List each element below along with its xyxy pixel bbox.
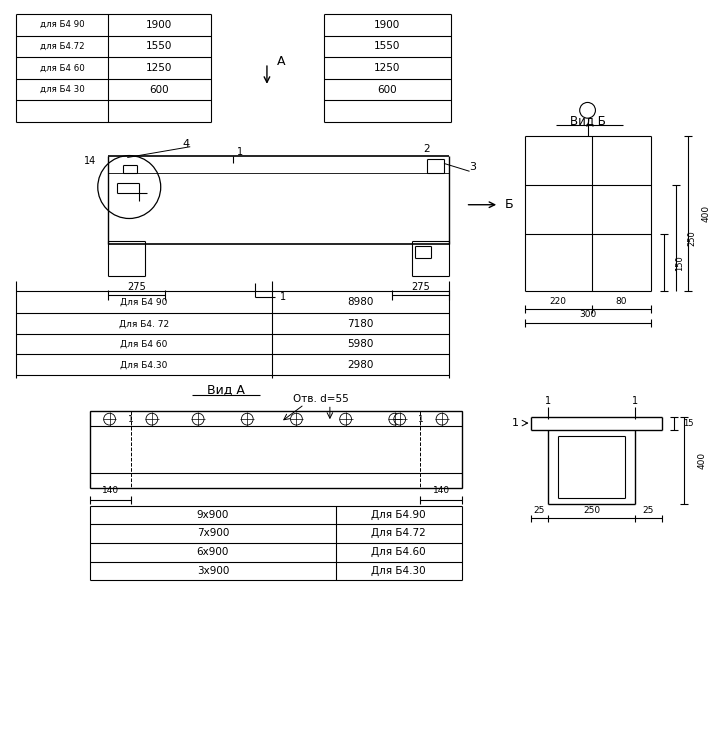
Text: Для Б4.90: Для Б4.90	[372, 509, 426, 520]
Text: 275: 275	[411, 282, 430, 293]
Text: Вид A: Вид A	[207, 383, 244, 396]
Text: Для Б4 60: Для Б4 60	[120, 340, 168, 349]
Text: 3: 3	[469, 162, 476, 172]
Text: 25: 25	[534, 506, 545, 515]
Text: 80: 80	[615, 297, 627, 306]
Text: 1250: 1250	[146, 63, 173, 73]
Text: 2: 2	[423, 143, 430, 154]
Text: Для Б4 90: Для Б4 90	[120, 298, 168, 306]
Text: Для Б4.30: Для Б4.30	[372, 565, 426, 576]
Text: 1900: 1900	[146, 20, 172, 29]
Text: 250: 250	[687, 230, 697, 246]
Text: 150: 150	[675, 255, 685, 270]
Text: 400: 400	[701, 205, 708, 222]
Circle shape	[241, 413, 253, 425]
Circle shape	[290, 413, 302, 425]
Text: 9х900: 9х900	[197, 509, 229, 520]
Text: 3х900: 3х900	[197, 566, 229, 576]
Text: для Б4 90: для Б4 90	[40, 21, 84, 29]
Text: 1: 1	[237, 146, 244, 157]
Circle shape	[436, 413, 448, 425]
Text: 1: 1	[513, 418, 519, 428]
Text: 5980: 5980	[347, 340, 374, 349]
Circle shape	[192, 413, 204, 425]
Text: 25: 25	[643, 506, 654, 515]
Text: Для Б4. 72: Для Б4. 72	[119, 319, 169, 329]
Text: 1550: 1550	[375, 41, 401, 51]
Circle shape	[394, 413, 406, 425]
Text: A: A	[276, 54, 285, 68]
Text: 600: 600	[377, 85, 397, 95]
Text: 400: 400	[697, 452, 706, 469]
Text: Для Б4.30: Для Б4.30	[120, 361, 168, 370]
Text: 1: 1	[632, 396, 638, 406]
Text: 140: 140	[433, 487, 450, 495]
Text: 1: 1	[128, 415, 134, 423]
Text: 7х900: 7х900	[197, 528, 229, 538]
Text: 2980: 2980	[347, 360, 374, 370]
Text: 1: 1	[545, 396, 552, 406]
Text: для Б4.72: для Б4.72	[40, 42, 84, 51]
Text: 220: 220	[549, 297, 566, 306]
Text: для Б4 60: для Б4 60	[40, 63, 84, 73]
Text: 4: 4	[183, 139, 190, 148]
Circle shape	[146, 413, 158, 425]
Text: 300: 300	[579, 310, 596, 320]
Text: 15: 15	[683, 419, 693, 428]
Text: 14: 14	[84, 157, 96, 166]
Circle shape	[103, 413, 115, 425]
Text: для Б4 30: для Б4 30	[40, 85, 84, 94]
Text: Б: Б	[505, 198, 513, 211]
Text: 140: 140	[102, 487, 119, 495]
Text: 1: 1	[418, 415, 423, 423]
Text: 600: 600	[149, 85, 169, 95]
Text: 6х900: 6х900	[197, 547, 229, 557]
Text: 275: 275	[127, 282, 146, 293]
Circle shape	[340, 413, 352, 425]
Text: 1550: 1550	[146, 41, 173, 51]
Text: 8980: 8980	[347, 297, 374, 307]
Text: 250: 250	[583, 506, 600, 515]
Text: Для Б4.60: Для Б4.60	[372, 547, 426, 557]
Text: Для Б4.72: Для Б4.72	[372, 528, 426, 538]
Circle shape	[389, 413, 401, 425]
Text: Вид Б: Вид Б	[570, 114, 605, 126]
Text: 1900: 1900	[375, 20, 401, 29]
Text: Отв. d=55: Отв. d=55	[293, 395, 349, 404]
Text: 1: 1	[280, 293, 286, 302]
Text: 7180: 7180	[347, 319, 374, 329]
Text: 1250: 1250	[375, 63, 401, 73]
